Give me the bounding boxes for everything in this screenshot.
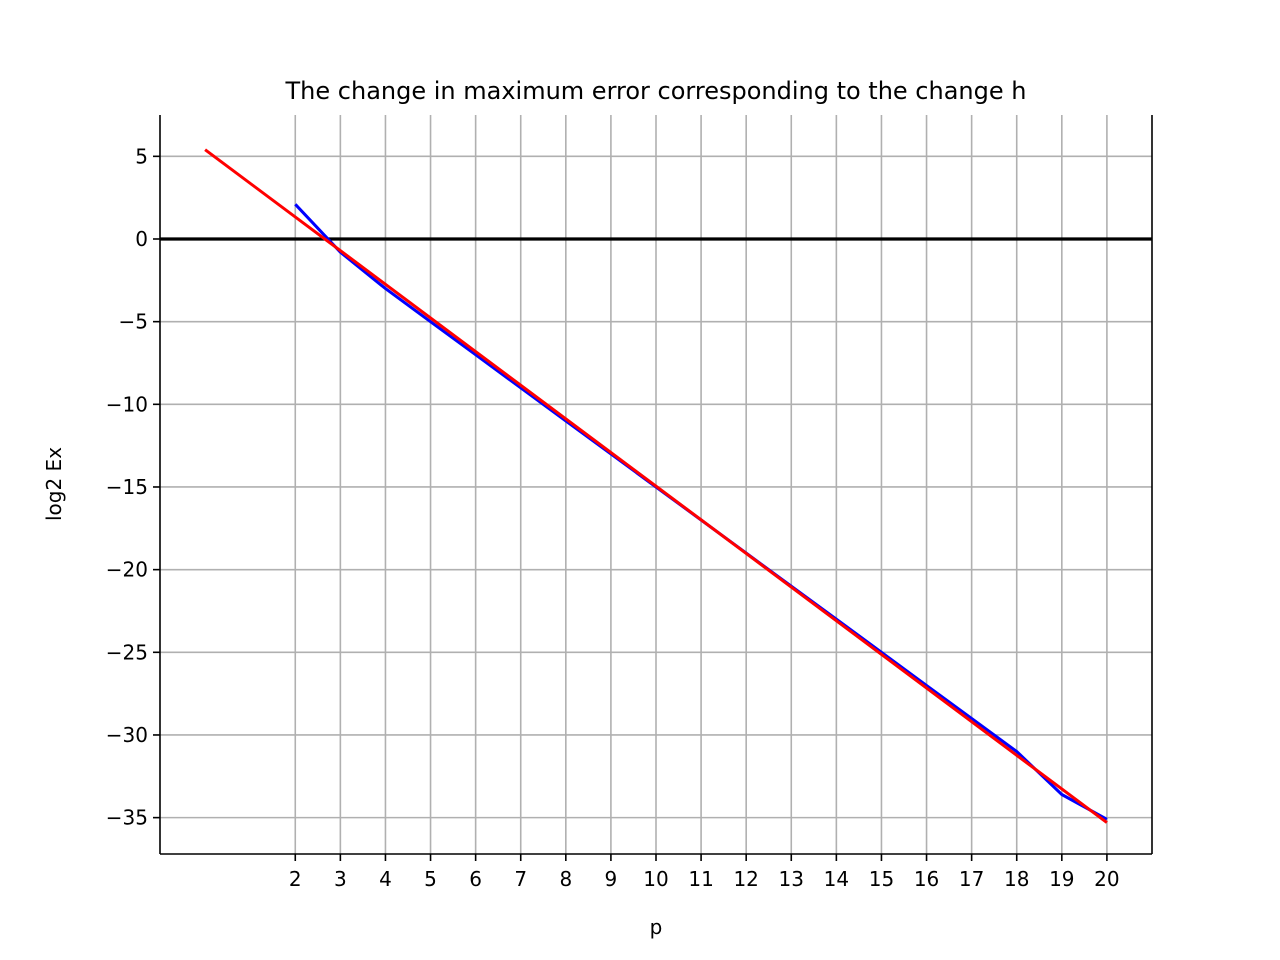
- y-tick-label: −25: [106, 640, 148, 664]
- y-tick-label: −10: [106, 392, 148, 416]
- x-axis-label: p: [650, 915, 663, 939]
- y-axis-label: log2 Ex: [42, 447, 66, 521]
- x-tick-label: 16: [914, 867, 939, 891]
- x-tick-label: 12: [733, 867, 758, 891]
- x-tick-label: 3: [334, 867, 347, 891]
- y-tick-label: −15: [106, 475, 148, 499]
- x-tick-label: 15: [869, 867, 894, 891]
- y-tick-label: 0: [135, 227, 148, 251]
- x-tick-label: 6: [469, 867, 482, 891]
- chart-title: The change in maximum error correspondin…: [285, 77, 1027, 105]
- x-tick-label: 10: [643, 867, 668, 891]
- x-tick-label: 8: [559, 867, 572, 891]
- x-tick-label: 19: [1049, 867, 1074, 891]
- y-tick-label: −30: [106, 723, 148, 747]
- y-tick-label: −35: [106, 806, 148, 830]
- y-tick-label: −5: [119, 310, 148, 334]
- x-tick-label: 4: [379, 867, 392, 891]
- x-tick-label: 7: [514, 867, 527, 891]
- series-layer: [160, 148, 1152, 824]
- x-tick-label: 20: [1094, 867, 1119, 891]
- x-tick-label: 5: [424, 867, 437, 891]
- x-tick-label: 13: [779, 867, 804, 891]
- x-tick-label: 9: [605, 867, 618, 891]
- x-tick-label: 18: [1004, 867, 1029, 891]
- x-tick-label: 14: [824, 867, 849, 891]
- ticks-layer: 2 3 4 5 6 7 8 9 10 11 12 13 14 15 16 17 18 19 20 5 0 −5 −10 −15…: [106, 144, 1120, 891]
- y-tick-label: 5: [135, 144, 148, 168]
- x-tick-label: 11: [688, 867, 713, 891]
- x-tick-label: 17: [959, 867, 984, 891]
- series-line-red: [204, 148, 1108, 824]
- y-tick-label: −20: [106, 558, 148, 582]
- x-tick-label: 2: [289, 867, 302, 891]
